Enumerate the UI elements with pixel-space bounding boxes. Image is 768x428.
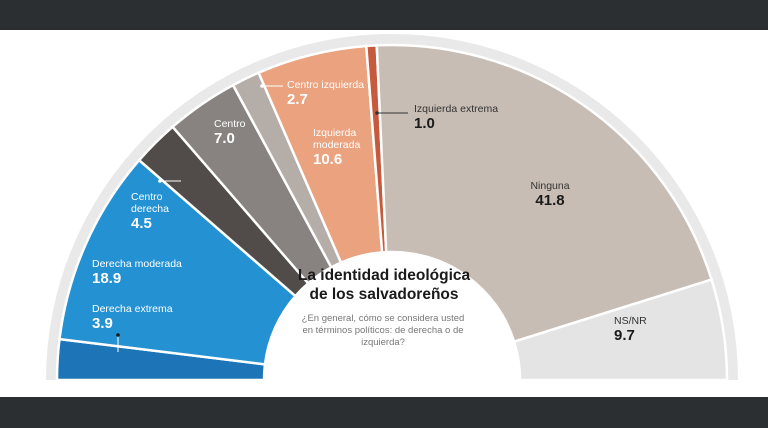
label-name: moderada bbox=[313, 139, 360, 151]
label-value: 3.9 bbox=[92, 315, 113, 332]
label-name: Centro bbox=[214, 118, 246, 130]
chart-subtitle: ¿En general, cómo se considera usted en … bbox=[301, 313, 465, 348]
label-name: Izquierda extrema bbox=[414, 103, 498, 115]
slice-ns-nr bbox=[512, 278, 729, 382]
label-value: 41.8 bbox=[535, 192, 564, 209]
slice-ninguna bbox=[375, 43, 714, 344]
slice-derecha-moderada bbox=[58, 158, 298, 366]
leader-dot-centro-derecha bbox=[158, 179, 162, 183]
label-value: 7.0 bbox=[214, 130, 235, 147]
label-ns-nr: NS/NR9.7 bbox=[614, 315, 647, 344]
label-name: derecha bbox=[131, 203, 169, 215]
label-name: Derecha moderada bbox=[92, 258, 182, 270]
leader-dot-izquierda-extrema bbox=[375, 111, 379, 115]
leader-dot-centro-izquierda bbox=[260, 84, 264, 88]
label-name: Izquierda bbox=[313, 127, 356, 139]
label-name: NS/NR bbox=[614, 315, 647, 327]
label-name: Centro izquierda bbox=[287, 79, 364, 91]
label-name: Ninguna bbox=[530, 180, 569, 192]
label-value: 1.0 bbox=[414, 115, 435, 132]
label-name: Derecha extrema bbox=[92, 303, 173, 315]
label-value: 2.7 bbox=[287, 91, 308, 108]
label-value: 4.5 bbox=[131, 215, 152, 232]
chart-title: La identidad ideológica de los salvadore… bbox=[297, 267, 471, 303]
label-value: 9.7 bbox=[614, 327, 635, 344]
label-name: Centro bbox=[131, 191, 163, 203]
label-value: 18.9 bbox=[92, 270, 121, 287]
chart-panel: Derecha extrema 3.9 Derecha moderada 18.9 Ce… bbox=[0, 30, 768, 397]
label-value: 10.6 bbox=[313, 151, 342, 168]
leader-dot-derecha-extrema bbox=[116, 333, 120, 337]
